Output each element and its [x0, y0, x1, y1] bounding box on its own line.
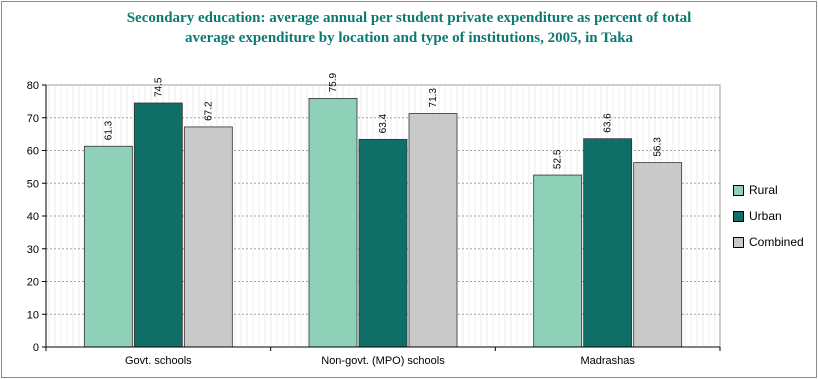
legend-label-urban: Urban — [749, 209, 782, 223]
legend-swatch-rural — [733, 184, 744, 196]
chart-title: Secondary education: average annual per … — [2, 8, 816, 48]
y-tick-label: 30 — [27, 244, 39, 256]
legend-item-urban: Urban — [733, 206, 813, 226]
bar-combined-1 — [408, 113, 458, 348]
chart-title-line-2: average expenditure by location and type… — [184, 30, 634, 46]
data-label: 63.6 — [603, 113, 614, 133]
y-tick-label: 20 — [27, 277, 39, 289]
legend-swatch-urban — [733, 210, 744, 222]
legend-label-combined: Combined — [749, 235, 804, 249]
data-label: 71.3 — [428, 88, 439, 108]
legend-item-rural: Rural — [733, 180, 813, 200]
bar-combined-2 — [633, 162, 683, 348]
legend: Rural Urban Combined — [733, 180, 813, 258]
bar-urban-0 — [133, 102, 183, 348]
bar-urban-2 — [583, 138, 633, 348]
y-tick-label: 50 — [27, 178, 39, 190]
y-tick-label: 40 — [27, 211, 39, 223]
bar-urban-1 — [358, 138, 408, 348]
x-category-label: Madrashas — [580, 355, 635, 367]
data-label: 75.9 — [328, 73, 339, 93]
y-tick-label: 0 — [33, 342, 39, 354]
data-label: 63.4 — [378, 113, 389, 133]
data-label: 56.3 — [653, 137, 664, 157]
y-tick-label: 10 — [27, 309, 39, 321]
x-category-label: Govt. schools — [125, 355, 192, 367]
y-tick-label: 80 — [27, 80, 39, 92]
legend-swatch-combined — [733, 236, 744, 248]
y-tick-label: 70 — [27, 113, 39, 125]
chart-title-line-1: Secondary education: average annual per … — [126, 10, 692, 26]
bar-rural-1 — [308, 98, 358, 348]
legend-item-combined: Combined — [733, 232, 813, 252]
legend-label-rural: Rural — [749, 183, 778, 197]
data-label: 52.5 — [553, 149, 564, 169]
data-label: 61.3 — [103, 120, 114, 140]
bar-rural-0 — [83, 145, 133, 348]
data-label: 74.5 — [153, 77, 164, 97]
data-label: 67.2 — [203, 101, 214, 121]
bar-combined-0 — [183, 126, 233, 348]
y-tick-label: 60 — [27, 146, 39, 158]
x-category-label: Non-govt. (MPO) schools — [321, 355, 445, 367]
bar-rural-2 — [533, 174, 583, 348]
